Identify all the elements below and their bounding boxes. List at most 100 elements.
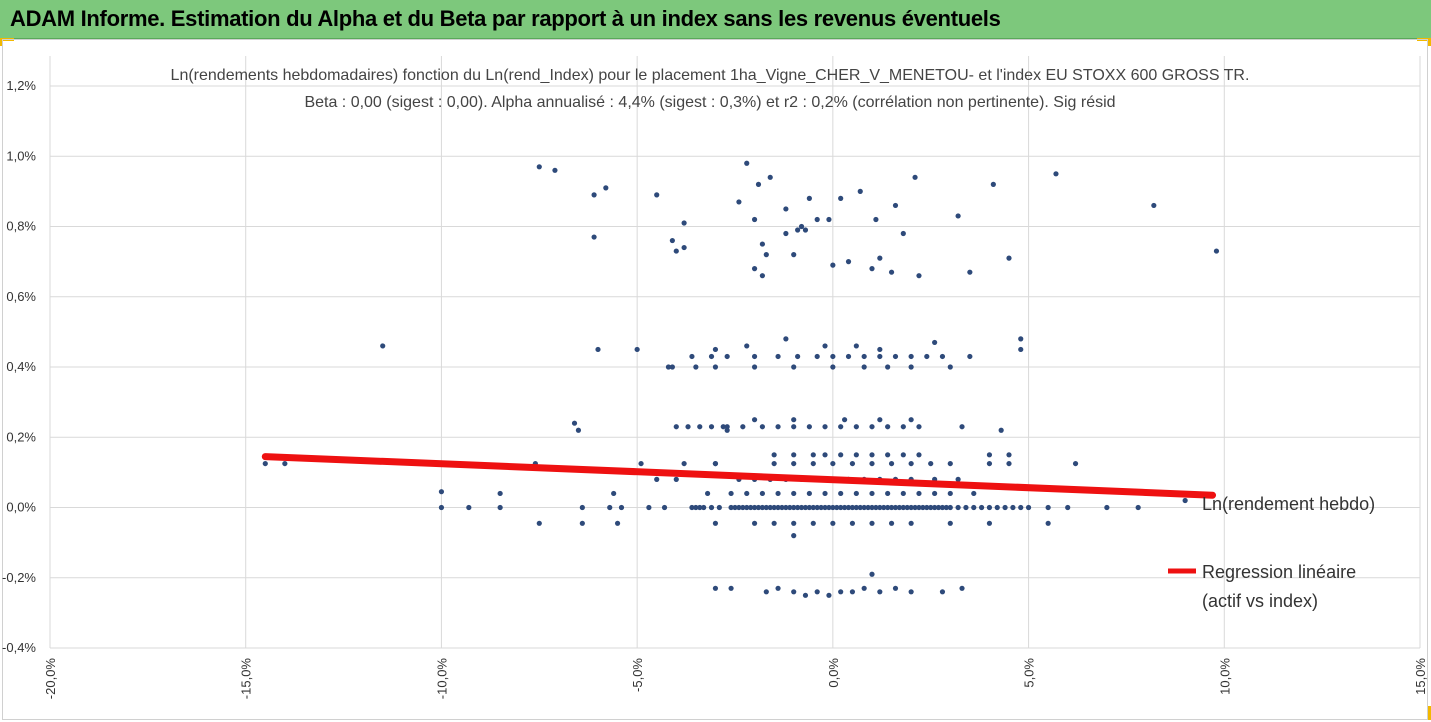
y-tick-label: -0,4% (2, 640, 36, 655)
data-point (885, 504, 891, 511)
data-point (1045, 520, 1051, 526)
data-point (685, 424, 691, 430)
data-point (798, 223, 805, 230)
data-point (1151, 202, 1157, 209)
data-point (830, 262, 836, 268)
data-point (438, 504, 445, 511)
x-tick-label: 5,0% (1022, 658, 1037, 688)
data-point (877, 353, 883, 360)
data-point (783, 504, 789, 511)
data-point (802, 592, 809, 598)
data-point (857, 504, 863, 511)
data-point (1018, 336, 1024, 342)
gridlines (49, 56, 1421, 649)
data-point (654, 192, 660, 198)
data-point (814, 353, 820, 360)
data-point (751, 266, 758, 272)
data-point (775, 490, 781, 497)
data-point (806, 424, 812, 430)
data-point (466, 504, 472, 511)
y-tick-label: -0,2% (2, 570, 36, 585)
data-point (759, 490, 766, 497)
data-point (900, 490, 906, 497)
data-point (908, 417, 914, 423)
y-tick-label: 0,8% (6, 219, 36, 234)
data-point (908, 353, 914, 360)
data-point (935, 504, 942, 511)
data-point (900, 504, 906, 511)
data-point (791, 460, 797, 467)
corner-marker-bottom-right (1428, 706, 1431, 720)
data-point (708, 424, 715, 430)
y-tick-label: 1,0% (6, 148, 36, 163)
data-point (842, 504, 848, 511)
data-point (1104, 504, 1110, 511)
data-point (814, 589, 820, 595)
data-point (885, 452, 891, 458)
data-point (877, 417, 883, 423)
data-point (689, 353, 695, 360)
data-point (1006, 255, 1012, 261)
data-point (853, 490, 859, 497)
data-point (838, 424, 844, 430)
data-point (939, 589, 946, 595)
data-point (736, 504, 742, 511)
data-point (869, 452, 875, 458)
data-point (967, 269, 973, 275)
data-point (575, 427, 582, 433)
data-point (724, 424, 730, 430)
data-point (806, 490, 812, 497)
data-point (885, 424, 891, 430)
data-point (728, 585, 734, 591)
data-point (877, 346, 883, 353)
y-tick-label: 0,6% (6, 289, 36, 304)
data-point (1002, 504, 1008, 511)
data-point (947, 460, 953, 467)
data-point (618, 504, 625, 511)
data-point (1213, 248, 1220, 254)
data-point (971, 490, 977, 497)
data-point (791, 424, 797, 430)
data-point (751, 417, 758, 423)
data-point (751, 216, 758, 223)
data-point (838, 589, 844, 595)
data-point (763, 252, 769, 258)
data-point (830, 520, 836, 526)
data-point (571, 420, 578, 426)
data-point (810, 452, 816, 458)
data-point (947, 504, 953, 511)
data-point (751, 364, 758, 370)
x-tick-label: -10,0% (434, 658, 449, 700)
data-point (611, 490, 617, 497)
data-point (661, 504, 668, 511)
data-point (791, 417, 797, 423)
data-point (693, 504, 699, 511)
data-point (810, 460, 816, 467)
data-point (908, 460, 914, 467)
data-point (838, 195, 844, 201)
data-point (888, 520, 895, 526)
data-point (838, 452, 844, 458)
data-point (869, 504, 875, 511)
data-point (959, 424, 965, 430)
data-point (744, 504, 750, 511)
data-point (438, 489, 445, 495)
data-point (853, 504, 859, 511)
chart-title: Ln(rendements hebdomadaires) fonction du… (171, 67, 1250, 84)
data-point (736, 199, 742, 205)
data-point (838, 504, 844, 511)
data-point (826, 216, 832, 223)
data-point (814, 216, 820, 223)
data-point (791, 452, 797, 458)
data-point (873, 216, 879, 223)
data-point (822, 490, 828, 497)
data-point (673, 248, 679, 254)
data-point (877, 504, 883, 511)
legend: Ln(rendement hebdo) Regression linéaire (a… (1168, 494, 1375, 611)
data-point (791, 520, 797, 526)
data-point (1182, 497, 1188, 504)
data-point (591, 192, 597, 198)
data-point (497, 504, 503, 511)
data-point (380, 343, 386, 349)
